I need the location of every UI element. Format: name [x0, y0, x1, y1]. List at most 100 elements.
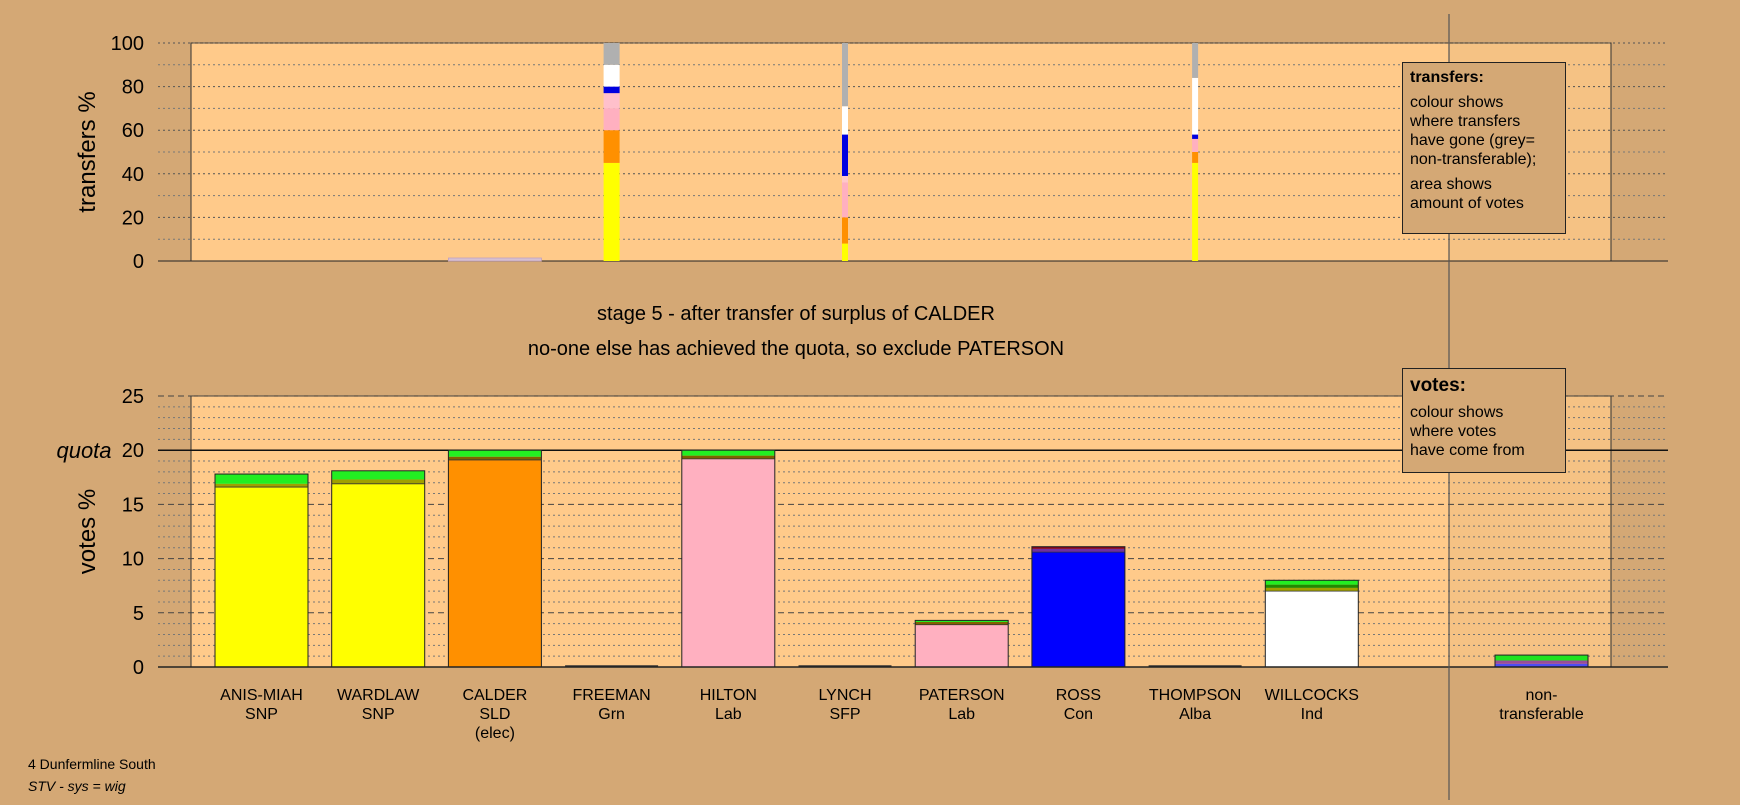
- votes-legend-line: where votes: [1410, 423, 1497, 440]
- transfer-bar-segment: [603, 43, 620, 65]
- candidate-note-label: (elec): [475, 725, 515, 742]
- vote-bar-segment: [1265, 584, 1359, 588]
- vote-bar-segment: [331, 479, 425, 484]
- transfer-bar-segment: [603, 162, 620, 261]
- vote-bar-segment: [215, 487, 308, 667]
- candidate-name-label: LYNCH: [818, 687, 871, 704]
- transfers-legend-title: transfers:: [1410, 69, 1484, 86]
- vote-bar-segment: [331, 483, 425, 667]
- votes-y-tick-label: 20: [122, 440, 144, 462]
- candidate-name-label: THOMPSON: [1149, 687, 1241, 704]
- transfers-legend-line: amount of votes: [1410, 195, 1524, 212]
- nontransferable-bar-segment: [1495, 663, 1588, 667]
- vote-bar-segment: [1265, 587, 1359, 592]
- vote-bar-segment: [215, 474, 308, 484]
- candidate-party-label: Con: [1064, 706, 1093, 723]
- transfer-bar-segment: [1192, 43, 1199, 78]
- transfer-bar-segment: [447, 257, 542, 262]
- transfer-bar-segment: [842, 182, 848, 218]
- votes-legend-line: colour shows: [1410, 404, 1504, 421]
- footer-ward: 4 Dunfermline South: [28, 756, 156, 772]
- stage-subtitle: no-one else has achieved the quota, so e…: [528, 338, 1064, 360]
- transfer-bar-segment: [842, 43, 848, 107]
- vote-bar-segment: [1265, 580, 1359, 585]
- candidate-name-label: WILLCOCKS: [1265, 687, 1359, 704]
- transfer-bar-segment: [842, 134, 848, 176]
- votes-y-tick-label: 5: [133, 603, 144, 625]
- transfers-y-tick-label: 60: [122, 120, 144, 142]
- transfer-bar-segment: [1192, 152, 1199, 163]
- votes-y-tick-label: 10: [122, 549, 144, 571]
- candidate-party-label: SNP: [245, 706, 278, 723]
- candidate-name-label: CALDER: [462, 687, 527, 704]
- vote-bar-segment: [915, 622, 1009, 625]
- transfers-legend-line: have gone (grey=: [1410, 132, 1535, 149]
- transfers-y-tick-label: 0: [133, 251, 144, 273]
- transfer-bar-segment: [842, 106, 848, 135]
- votes-y-tick-label: 0: [133, 657, 144, 679]
- candidate-party-label: Lab: [948, 706, 975, 723]
- transfer-bar-segment: [1192, 134, 1199, 139]
- candidate-party-label: SLD: [479, 706, 510, 723]
- votes-legend: votes: colour shows where votes have com…: [1402, 368, 1566, 473]
- transfer-bar-segment: [1192, 138, 1199, 152]
- candidate-party-label: SFP: [829, 706, 860, 723]
- votes-y-tick-label: 25: [122, 386, 144, 408]
- vote-bar-segment: [448, 450, 542, 457]
- candidate-party-label: Lab: [715, 706, 742, 723]
- vote-bar-segment: [915, 624, 1009, 667]
- candidate-party-label: Alba: [1179, 706, 1211, 723]
- stage-title: stage 5 - after transfer of surplus of C…: [597, 303, 995, 325]
- transfer-bar-segment: [603, 64, 620, 87]
- transfers-legend: transfers: colour shows where transfers …: [1402, 62, 1566, 234]
- vote-bar-segment: [1265, 591, 1359, 667]
- vote-bar-segment: [1031, 548, 1125, 553]
- candidate-name-label: ROSS: [1056, 687, 1101, 704]
- nontransferable-label: transferable: [1499, 706, 1584, 723]
- vote-bar-segment: [681, 450, 775, 456]
- votes-legend-title: votes:: [1410, 375, 1466, 396]
- vote-bar-segment: [1031, 552, 1125, 667]
- transfers-legend-line: colour shows: [1410, 94, 1504, 111]
- quota-label: quota: [56, 438, 111, 463]
- votes-legend-line: have come from: [1410, 442, 1525, 459]
- candidate-name-label: FREEMAN: [572, 687, 650, 704]
- vote-bar-segment: [915, 620, 1009, 623]
- votes-plot-area: [190, 395, 1612, 668]
- transfers-legend-line: where transfers: [1410, 113, 1521, 130]
- footer-system: STV - sys = wig: [28, 778, 126, 794]
- transfer-bar-segment: [603, 93, 620, 109]
- votes-y-axis-label: votes %: [74, 489, 101, 574]
- transfer-bar-segment: [842, 217, 848, 244]
- transfers-legend-line: area shows: [1410, 176, 1492, 193]
- transfers-y-axis-label: transfers %: [74, 91, 101, 212]
- transfer-bar-segment: [1192, 77, 1199, 135]
- nontransferable-bar-segment: [1495, 660, 1588, 664]
- votes-y-tick-label: 15: [122, 494, 144, 516]
- transfer-bar-segment: [603, 108, 620, 131]
- candidate-name-label: WARDLAW: [337, 687, 420, 704]
- transfers-legend-line: non-transferable);: [1410, 151, 1537, 168]
- transfer-bar-segment: [842, 175, 848, 183]
- candidate-name-label: HILTON: [700, 687, 757, 704]
- candidate-party-label: Grn: [598, 706, 625, 723]
- transfers-y-tick-label: 100: [111, 33, 144, 55]
- transfers-y-tick-label: 20: [122, 207, 144, 229]
- vote-bar-segment: [681, 458, 775, 667]
- candidate-party-label: SNP: [362, 706, 395, 723]
- transfer-bar-segment: [1192, 162, 1199, 261]
- transfer-bar-segment: [603, 86, 620, 94]
- candidate-name-label: PATERSON: [919, 687, 1005, 704]
- transfers-y-tick-label: 80: [122, 77, 144, 99]
- vote-bar-segment: [448, 459, 542, 667]
- candidate-party-label: Ind: [1301, 706, 1323, 723]
- transfer-bar-segment: [603, 130, 620, 163]
- nontransferable-bar-segment: [1495, 655, 1588, 661]
- vote-bar-segment: [681, 455, 775, 459]
- candidate-name-label: ANIS-MIAH: [220, 687, 303, 704]
- vote-bar-segment: [331, 470, 425, 480]
- transfer-bar-segment: [842, 243, 848, 261]
- vote-bar-segment: [448, 456, 542, 460]
- transfers-y-tick-label: 40: [122, 164, 144, 186]
